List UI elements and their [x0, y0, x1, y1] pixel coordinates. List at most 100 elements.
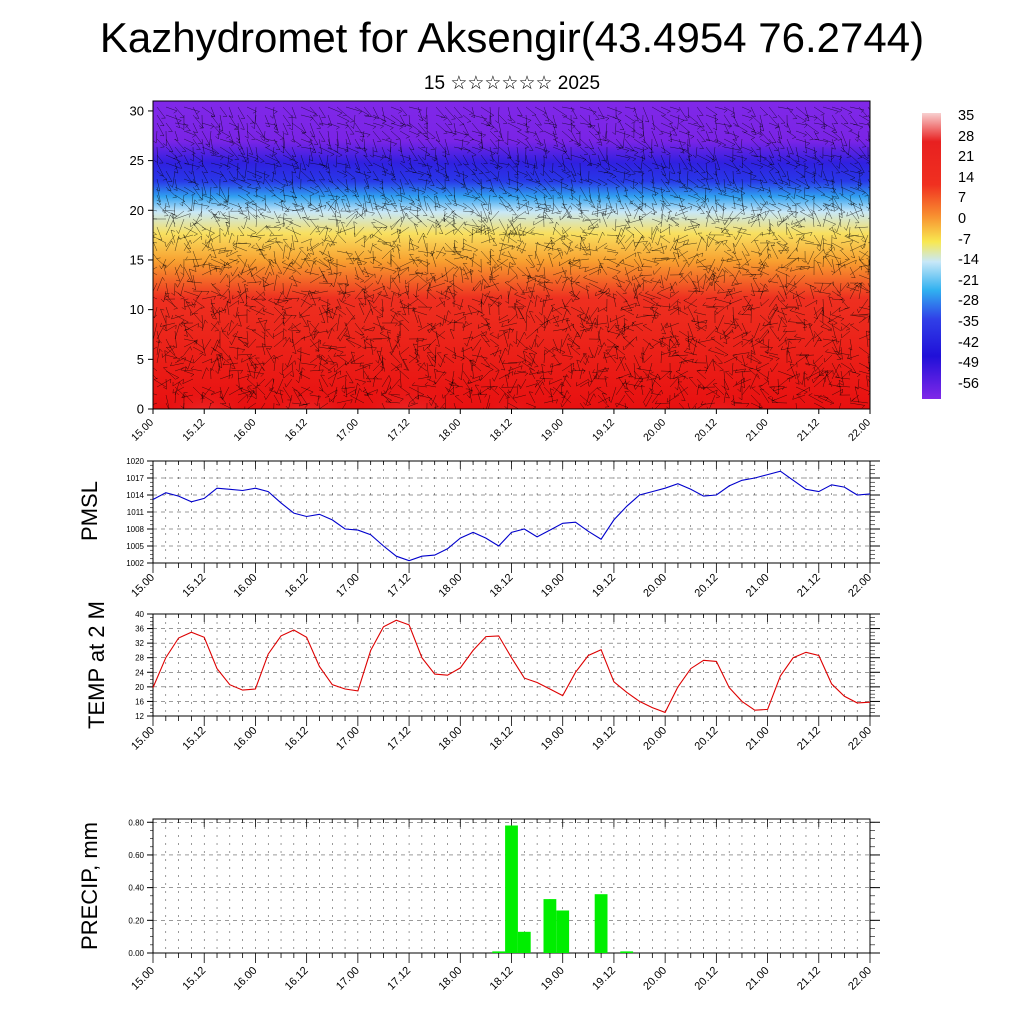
wind-barb — [597, 122, 601, 134]
wind-barb — [633, 146, 644, 151]
wind-barb — [651, 130, 659, 147]
wind-barb — [597, 146, 606, 161]
wind-barb-flag — [314, 329, 317, 334]
wind-barb-flag — [568, 197, 573, 200]
wind-barb — [506, 235, 518, 244]
wind-barb — [615, 162, 630, 172]
wind-barb — [723, 250, 734, 258]
wind-barb-flag — [684, 148, 688, 152]
wind-barb — [399, 122, 413, 128]
wind-barb — [294, 205, 302, 220]
wind-barb — [253, 299, 266, 308]
wind-barb — [381, 327, 392, 332]
wind-barb-flag — [780, 346, 783, 351]
wind-barb — [615, 228, 622, 244]
wind-barb-flag — [159, 265, 162, 270]
wind-barb — [248, 258, 257, 269]
wind-barb-flag — [516, 244, 520, 248]
wind-barb-flag — [785, 247, 789, 250]
wind-barb — [283, 314, 293, 325]
wind-barb — [273, 321, 284, 332]
wind-barb — [363, 154, 373, 166]
wind-barb-flag — [838, 357, 843, 360]
wind-barb-flag — [373, 150, 378, 153]
wind-barb — [543, 122, 558, 126]
wind-barb-flag — [443, 212, 448, 216]
wind-barb — [825, 204, 833, 220]
wind-barb — [345, 122, 355, 135]
wind-barb — [426, 138, 435, 150]
wind-barb — [453, 311, 465, 316]
wind-barb — [723, 266, 734, 276]
wind-barb-flag — [487, 227, 492, 230]
wind-barb — [484, 295, 500, 300]
wind-barb — [705, 210, 716, 224]
wind-barb — [762, 322, 779, 327]
wind-barb — [651, 225, 657, 236]
wind-barb-flag — [548, 122, 553, 124]
wind-barb — [483, 290, 491, 305]
wind-barb-flag — [712, 303, 716, 307]
wind-barb — [588, 114, 592, 128]
wind-barb-flag — [758, 134, 763, 138]
wind-barb-flag — [578, 215, 583, 218]
wind-barb-flag — [262, 243, 264, 248]
wind-barb-flag — [524, 131, 529, 134]
wind-barb-flag — [668, 224, 673, 227]
wind-barb — [677, 114, 680, 130]
wind-barb — [750, 178, 764, 182]
wind-barb-flag — [454, 240, 458, 243]
wind-barb — [768, 226, 778, 240]
wind-barb — [570, 332, 578, 348]
wind-barb — [231, 330, 239, 345]
wind-barb — [291, 338, 297, 354]
wind-barb-flag — [290, 140, 295, 143]
wind-barb — [462, 114, 472, 122]
wind-barb — [804, 170, 816, 176]
wind-barb — [543, 315, 559, 324]
wind-barb-flag — [381, 204, 386, 208]
wind-barb-flag — [655, 307, 658, 312]
wind-barb — [624, 154, 636, 160]
wind-barb-flag — [269, 271, 273, 276]
wind-barb — [282, 194, 298, 198]
wind-barb-flag — [682, 142, 686, 146]
wind-barb-flag — [327, 147, 332, 150]
wind-barb — [370, 242, 374, 254]
wind-barb — [435, 218, 444, 234]
wind-barb — [183, 298, 186, 310]
wind-barb — [507, 229, 511, 244]
wind-barb — [638, 293, 653, 300]
wind-barb-flag — [770, 210, 775, 212]
wind-barb-flag — [769, 156, 774, 158]
wind-barb — [237, 353, 252, 356]
wind-barb — [525, 346, 537, 354]
wind-barb-flag — [830, 191, 835, 194]
wind-barb-flag — [236, 261, 240, 265]
wind-barb-flag — [705, 320, 708, 324]
wind-barb-flag — [428, 343, 431, 348]
wind-barb — [390, 114, 405, 125]
wind-barb-flag — [731, 190, 735, 193]
wind-barb-flag — [846, 328, 850, 331]
wind-barb — [235, 306, 239, 318]
wind-barb-flag — [467, 121, 471, 123]
wind-barb-flag — [285, 225, 290, 229]
wind-barb-flag — [767, 329, 770, 334]
wind-barb — [633, 236, 643, 252]
wind-barb-flag — [326, 304, 331, 307]
wind-barb-flag — [295, 167, 300, 169]
wind-barb — [345, 106, 362, 112]
wind-barb — [210, 202, 227, 206]
wind-barb — [472, 338, 482, 351]
wind-barb — [741, 178, 744, 190]
wind-barb — [599, 263, 608, 276]
wind-barb-flag — [485, 171, 490, 173]
wind-barb — [381, 298, 384, 312]
wind-barb-flag — [189, 268, 193, 271]
wind-barb-flag — [429, 307, 432, 311]
wind-barb-flag — [232, 240, 236, 245]
wind-barb — [560, 178, 563, 195]
wind-barb — [633, 203, 647, 212]
wind-barb-flag — [303, 217, 308, 219]
